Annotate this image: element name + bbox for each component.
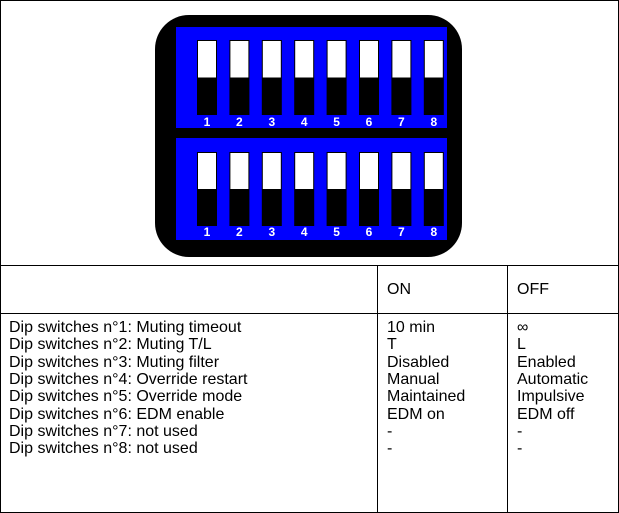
switch-lever bbox=[424, 41, 443, 78]
switch-lever bbox=[392, 153, 411, 189]
setting-value: - bbox=[517, 440, 523, 458]
column-header: OFF bbox=[517, 281, 549, 298]
setting-name: Dip switches n°1: Muting timeout bbox=[9, 319, 242, 336]
setting-value: Manual bbox=[387, 370, 440, 388]
switch-number: 7 bbox=[398, 115, 405, 129]
setting-value: Maintained bbox=[387, 388, 466, 406]
row-divider bbox=[0, 313, 619, 314]
switch-number: 6 bbox=[366, 225, 373, 239]
switch-number: 3 bbox=[268, 115, 275, 129]
setting-value: Automatic bbox=[517, 370, 589, 388]
switch-lever bbox=[360, 41, 378, 78]
switch-number: 4 bbox=[301, 225, 308, 239]
column-divider bbox=[507, 265, 508, 513]
setting-name: Dip switches n°7: not used bbox=[9, 422, 198, 440]
switch-lever bbox=[392, 41, 411, 78]
switch-number: 4 bbox=[301, 115, 308, 129]
switch-number: 1 bbox=[204, 115, 211, 129]
switch-lever bbox=[295, 153, 314, 189]
setting-value: EDM off bbox=[517, 405, 575, 423]
setting-name: Dip switches n°8: not used bbox=[9, 440, 198, 458]
switch-lever bbox=[198, 153, 216, 189]
setting-value: Impulsive bbox=[517, 388, 585, 406]
switch-number: 2 bbox=[236, 225, 243, 239]
setting-value: 10 min bbox=[387, 319, 436, 336]
setting-name: Dip switches n°4: Override restart bbox=[9, 370, 248, 388]
row-divider bbox=[0, 265, 619, 266]
dip-switch-diagram: 1 2 3 4 5 6 7 8 1 2 3 4 5 6 7 8 bbox=[155, 15, 462, 257]
setting-value: Disabled bbox=[387, 353, 450, 371]
switch-number: 1 bbox=[204, 225, 211, 239]
switch-number: 3 bbox=[268, 225, 275, 239]
column-header: ON bbox=[387, 281, 411, 298]
setting-value: EDM on bbox=[387, 405, 445, 423]
switch-number: 6 bbox=[366, 115, 373, 129]
setting-name: Dip switches n°6: EDM enable bbox=[9, 405, 225, 423]
setting-value: L bbox=[517, 336, 526, 354]
setting-value: T bbox=[387, 336, 397, 354]
switch-lever bbox=[230, 41, 249, 78]
setting-value: - bbox=[387, 422, 393, 440]
switch-lever bbox=[360, 153, 378, 189]
setting-value: Enabled bbox=[517, 353, 576, 371]
setting-value: ∞ bbox=[517, 319, 529, 336]
column-divider bbox=[377, 265, 378, 513]
setting-name: Dip switches n°5: Override mode bbox=[9, 388, 243, 406]
setting-name: Dip switches n°3: Muting filter bbox=[9, 353, 220, 371]
setting-name: Dip switches n°2: Muting T/L bbox=[9, 336, 212, 354]
switch-lever bbox=[262, 153, 281, 189]
switch-number: 8 bbox=[430, 225, 437, 239]
switch-number: 5 bbox=[333, 225, 340, 239]
setting-value: - bbox=[517, 422, 523, 440]
setting-value: - bbox=[387, 440, 393, 458]
switch-lever bbox=[424, 153, 443, 189]
switch-lever bbox=[198, 41, 216, 78]
switch-lever bbox=[327, 153, 346, 189]
switch-number: 8 bbox=[430, 115, 437, 129]
switch-lever bbox=[295, 41, 314, 78]
switch-lever bbox=[262, 41, 281, 78]
switch-number: 5 bbox=[333, 115, 340, 129]
switch-lever bbox=[230, 153, 249, 189]
switch-number: 2 bbox=[236, 115, 243, 129]
switch-lever bbox=[327, 41, 346, 78]
switch-number: 7 bbox=[398, 225, 405, 239]
